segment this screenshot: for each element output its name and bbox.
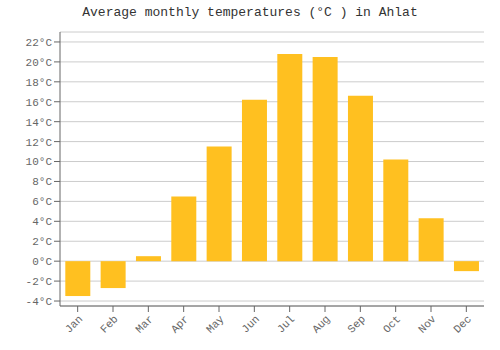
svg-text:10°C: 10°C [26,156,53,168]
svg-text:20°C: 20°C [26,57,53,69]
svg-text:4°C: 4°C [32,216,52,228]
svg-text:6°C: 6°C [32,196,52,208]
svg-text:Aug: Aug [310,313,332,335]
svg-text:Jan: Jan [63,313,85,335]
html-text:Average monthly temperatures (: Average monthly temperatures (°C ) in Ah… [82,5,418,20]
svg-text:-4°C: -4°C [26,296,53,308]
svg-text:-2°C: -2°C [26,276,53,288]
svg-text:Sep: Sep [345,313,367,335]
svg-text:Mar: Mar [133,313,155,335]
svg-text:Nov: Nov [416,313,439,336]
svg-text:14°C: 14°C [26,117,53,129]
svg-text:22°C: 22°C [26,37,53,49]
svg-text:0°C: 0°C [32,256,52,268]
svg-text:May: May [204,313,227,336]
svg-text:8°C: 8°C [32,176,52,188]
svg-text:Dec: Dec [451,313,473,335]
svg-text:Feb: Feb [98,313,120,335]
svg-text:Jun: Jun [239,313,261,335]
svg-text:Oct: Oct [381,313,403,335]
svg-text:Jul: Jul [275,313,297,335]
svg-text:12°C: 12°C [26,137,53,149]
svg-text:Apr: Apr [169,313,191,335]
svg-text:18°C: 18°C [26,77,53,89]
svg-text:16°C: 16°C [26,97,53,109]
svg-text:2°C: 2°C [32,236,52,248]
